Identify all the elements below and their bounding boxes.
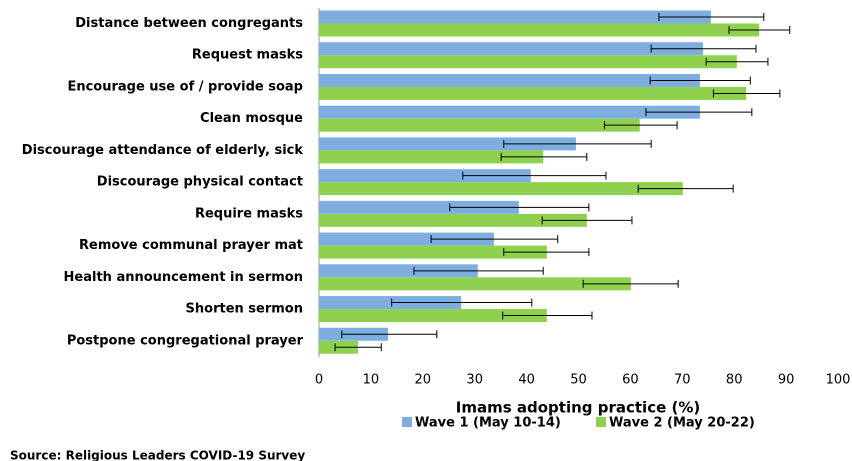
bar: [319, 245, 547, 259]
bar: [319, 200, 519, 214]
legend-label: Wave 1 (May 10-14): [415, 416, 561, 431]
x-tick-label: 40: [518, 373, 535, 388]
error-bar: [430, 235, 559, 244]
error-bar: [503, 248, 590, 257]
error-bar: [728, 26, 791, 34]
y-tick-label: Shorten sermon: [186, 302, 303, 317]
source: Source: Religious Leaders COVID-19 Surve…: [10, 449, 305, 461]
x-axis-title: Imams adopting practice (%): [456, 399, 700, 417]
y-tick-label: Discourage physical contact: [97, 175, 303, 190]
bar: [319, 137, 576, 151]
bar: [319, 86, 747, 100]
error-bar: [503, 139, 652, 148]
y-tick-label: Postpone congregational prayer: [67, 333, 304, 348]
x-tick-label: 60: [622, 373, 639, 388]
error-bar: [391, 298, 533, 307]
x-tick-label: 80: [726, 373, 743, 388]
bar: [319, 73, 700, 87]
x-tick-label: 0: [315, 373, 323, 388]
y-tick-label: Encourage use of / provide soap: [67, 79, 303, 94]
bar: [319, 42, 704, 56]
x-tick-label: 10: [363, 373, 380, 388]
error-bar: [645, 108, 753, 117]
legend-swatch: [596, 417, 606, 427]
bar: [319, 169, 531, 183]
y-tick-label: Request masks: [192, 48, 303, 63]
y-tick-label: Health announcement in sermon: [64, 270, 303, 285]
error-bar: [449, 203, 590, 212]
bar: [319, 150, 544, 164]
x-tick-label: 20: [415, 373, 432, 388]
bar: [319, 309, 547, 323]
bar: [319, 118, 640, 132]
y-tick-label: Clean mosque: [200, 111, 303, 126]
bar: [319, 213, 587, 227]
bar: [319, 232, 494, 246]
bar: [319, 277, 631, 291]
bar: [319, 182, 683, 196]
error-bar: [603, 121, 678, 130]
error-bar: [341, 330, 438, 339]
y-tick-label: Discourage attendance of elderly, sick: [22, 143, 304, 158]
error-bar: [462, 171, 607, 180]
y-tick-label: Remove communal prayer mat: [79, 238, 303, 253]
error-bar: [650, 44, 757, 53]
error-bar: [582, 279, 679, 288]
error-bar: [541, 216, 633, 225]
error-bar: [637, 184, 734, 193]
bar: [319, 23, 760, 37]
bar: [319, 55, 737, 69]
error-bar: [500, 152, 588, 161]
legend-label: Wave 2 (May 20-22): [609, 416, 755, 431]
legend-swatch: [402, 417, 412, 427]
y-tick-label: Require masks: [195, 206, 303, 221]
x-tick-label: 50: [570, 373, 587, 388]
y-tick-label: Distance between congregants: [75, 16, 303, 31]
error-bar: [413, 266, 544, 275]
error-bar: [658, 13, 765, 21]
x-tick-label: 70: [674, 373, 691, 388]
error-bar: [334, 343, 382, 352]
bar: [319, 264, 478, 278]
x-tick-label: 90: [778, 373, 795, 388]
error-bar: [712, 89, 781, 98]
bar: [319, 296, 462, 310]
error-bar: [649, 76, 751, 85]
bar: [319, 105, 700, 119]
x-tick-label: 30: [466, 373, 483, 388]
bar: [319, 10, 711, 24]
x-tick-label: 100: [826, 373, 851, 388]
error-bar: [502, 311, 593, 320]
error-bar: [705, 57, 769, 66]
